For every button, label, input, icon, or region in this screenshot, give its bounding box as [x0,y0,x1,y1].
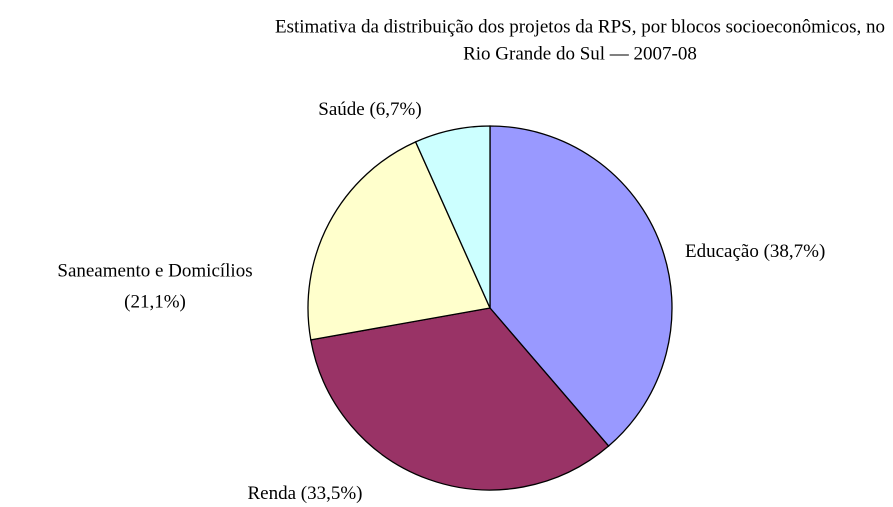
slice-value-label: (33,5%) [301,483,363,504]
slice-label: Saúde (6,7%) [318,99,421,120]
slice-label: Renda (33,5%) [247,483,362,504]
chart-title: Estimativa da distribuição dos projetos … [275,16,885,37]
slice-category: Educação [685,241,759,262]
chart-title: Rio Grande do Sul — 2007-08 [463,43,697,64]
slice-value-label: (6,7%) [369,99,421,120]
pie-slice [414,125,491,309]
pie-slice [489,125,673,447]
slice-label: Saneamento e Domicílios [57,260,252,281]
slice-category: Renda [247,483,296,504]
slice-value-label: (21,1%) [124,291,186,312]
slice-value-label: (38,7%) [764,241,826,262]
pie-slice [307,141,491,341]
slice-category: Saúde [318,99,364,120]
pie-slice [310,307,610,491]
slice-label: Educação (38,7%) [685,241,825,262]
